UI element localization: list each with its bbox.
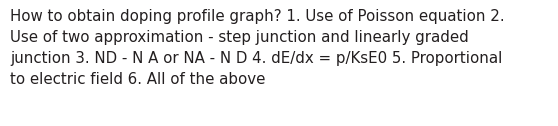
Text: How to obtain doping profile graph? 1. Use of Poisson equation 2.
Use of two app: How to obtain doping profile graph? 1. U…	[10, 9, 504, 87]
